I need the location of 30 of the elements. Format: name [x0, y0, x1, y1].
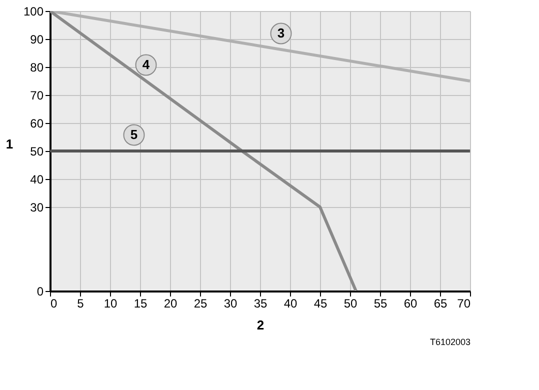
x-tick-label: 60 — [404, 296, 418, 310]
x-tick-label: 55 — [374, 296, 388, 310]
x-tick-label: 10 — [104, 296, 118, 310]
series-label: 4 — [142, 57, 150, 72]
x-tick-label: 5 — [77, 296, 84, 310]
x-tick-label: 15 — [134, 296, 148, 310]
text: T6102003 — [430, 337, 470, 347]
x-tick-label: 40 — [284, 296, 298, 310]
x-tick-label: 35 — [254, 296, 268, 310]
y-tick-label: 30 — [30, 200, 44, 214]
y-tick-label: 100 — [23, 4, 44, 18]
x-tick-label: 70 — [457, 296, 471, 310]
x-tick-label: 25 — [194, 296, 208, 310]
x-tick-label: 0 — [50, 296, 58, 310]
x-tick-label: 45 — [314, 296, 328, 310]
x-tick-label: 30 — [224, 296, 238, 310]
y-tick-label: 40 — [30, 172, 44, 186]
y-tick-label: 60 — [30, 116, 44, 130]
x-tick-label: 50 — [344, 296, 358, 310]
y-tick-label: 50 — [30, 144, 44, 158]
y-tick-label: 80 — [30, 60, 44, 74]
x-tick-label: 65 — [434, 296, 448, 310]
series-label: 5 — [130, 127, 138, 142]
y-tick-label: 0 — [36, 284, 44, 298]
x-tick-label: 20 — [164, 296, 178, 310]
x-axis-title: 2 — [256, 318, 264, 332]
y-axis-title: 1 — [6, 136, 14, 152]
series-label: 3 — [277, 26, 285, 40]
y-tick-label: 70 — [30, 88, 44, 102]
y-tick-label: 90 — [30, 32, 44, 46]
